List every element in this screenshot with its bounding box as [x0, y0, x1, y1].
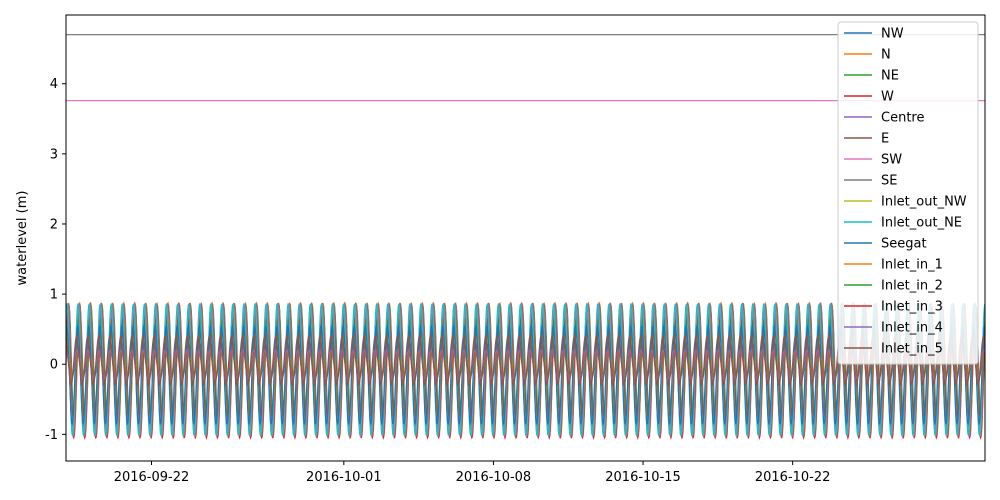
legend-label: Inlet_in_1	[881, 258, 943, 273]
x-tick-label: 2016-10-22	[755, 470, 831, 485]
legend-label: Inlet_in_2	[881, 279, 943, 294]
legend-label: Inlet_in_5	[881, 342, 943, 357]
series-line-inlet-in-5	[65, 335, 986, 387]
x-tick-label: 2016-10-01	[306, 470, 382, 485]
plot-frame	[65, 14, 986, 462]
legend-label: E	[881, 132, 889, 147]
legend-label: Centre	[881, 111, 924, 126]
series-line-centre	[65, 301, 986, 438]
series-layer	[65, 33, 986, 440]
legend-label: SW	[881, 153, 902, 168]
legend-label: Inlet_in_4	[881, 321, 943, 336]
legend-label: NW	[881, 27, 904, 42]
x-tick-label: 2016-09-22	[114, 470, 190, 485]
legend-label: W	[881, 90, 894, 105]
legend-label: Inlet_out_NW	[881, 195, 967, 210]
y-tick-label: 1	[50, 288, 58, 303]
y-axis-label: waterlevel (m)	[15, 191, 30, 286]
legend-label: N	[881, 48, 891, 63]
y-tick-label: 4	[50, 77, 58, 92]
legend-label: SE	[881, 174, 897, 189]
legend-label: NE	[881, 69, 899, 84]
legend-label: Inlet_out_NE	[881, 216, 962, 231]
axis-layer: -1 0 1 2 3 4 2016-09-22 2016-10-01 2016-10-08 201…	[45, 77, 830, 485]
legend-box	[837, 21, 979, 365]
y-tick-label: -1	[45, 428, 58, 443]
y-tick-label: 3	[50, 147, 58, 162]
x-tick-label: 2016-10-15	[605, 470, 681, 485]
y-tick-label: 0	[50, 358, 58, 373]
legend-label: Seegat	[881, 237, 927, 252]
x-tick-label: 2016-10-08	[456, 470, 532, 485]
y-tick-label: 2	[50, 217, 58, 232]
legend-label: Inlet_in_3	[881, 300, 943, 315]
legend: NW N NE W Centre E SW SE Inlet_out_NW Inlet_out_N…	[837, 21, 979, 365]
